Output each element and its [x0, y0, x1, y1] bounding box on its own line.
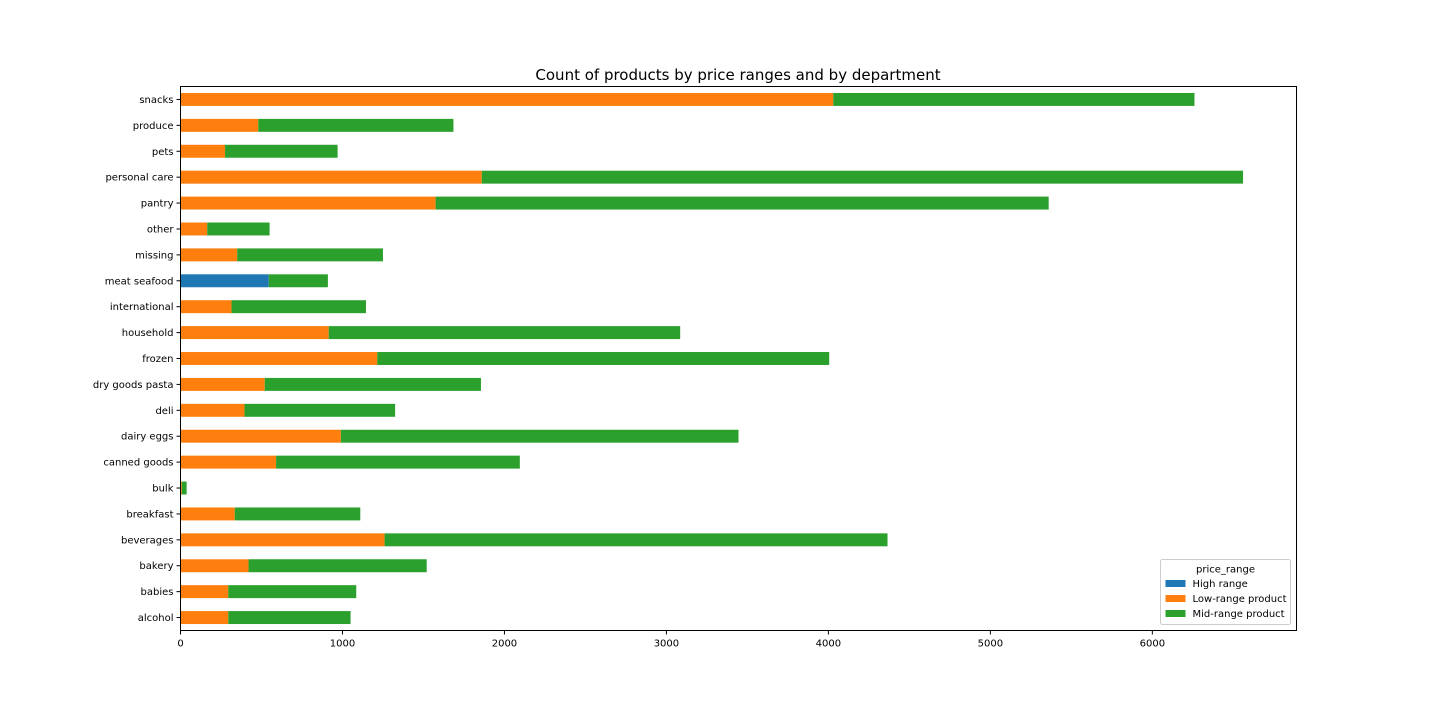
plot-frame [180, 86, 1297, 631]
bar-alcohol-low-range-product [180, 611, 229, 625]
bar-pets-low-range-product [180, 144, 226, 158]
y-tick-label: missing [135, 250, 173, 261]
legend-swatch [1165, 610, 1186, 617]
bar-babies-mid-range-product [228, 585, 357, 599]
y-tick-label: personal care [105, 173, 173, 184]
bar-international-mid-range-product [231, 300, 366, 314]
bar-meat-seafood-mid-range-product [268, 274, 328, 288]
bar-bakery-low-range-product [180, 559, 249, 573]
bar-produce-low-range-product [180, 118, 259, 132]
bar-household-low-range-product [180, 326, 329, 340]
legend: price_range High range Low-range product Mi… [1160, 559, 1291, 625]
legend-entry-label: Low-range product [1193, 594, 1287, 605]
x-tick-label: 3000 [654, 639, 679, 650]
bar-babies-low-range-product [180, 585, 229, 599]
legend-entry-label: High range [1193, 579, 1248, 590]
bar-dry-goods-pasta-mid-range-product [264, 377, 481, 391]
y-tick-label: pets [152, 147, 174, 158]
x-tick-label: 0 [177, 639, 183, 650]
bar-bulk-mid-range-product [181, 481, 187, 495]
legend-swatch [1165, 580, 1186, 587]
x-tick-label: 1000 [330, 639, 355, 650]
bar-dairy-eggs-mid-range-product [340, 429, 739, 443]
bar-bakery-mid-range-product [248, 559, 427, 573]
x-axis-ticks: 0 1000 2000 3000 4000 5000 6000 [177, 630, 1165, 650]
y-tick-label: other [147, 224, 175, 235]
bar-pantry-low-range-product [180, 196, 436, 210]
y-tick-label: produce [133, 121, 174, 132]
bar-frozen-low-range-product [180, 352, 378, 365]
bar-alcohol-mid-range-product [228, 611, 351, 625]
bar-bulk-low-range-product [180, 481, 182, 495]
y-tick-label: household [122, 328, 174, 339]
bar-personal-care-mid-range-product [481, 170, 1244, 184]
bar-other-low-range-product [180, 222, 208, 236]
bar-household-mid-range-product [328, 326, 681, 340]
bar-snacks-mid-range-product [833, 92, 1195, 106]
bar-beverages-mid-range-product [384, 533, 888, 547]
legend-title: price_range [1196, 565, 1255, 576]
bar-frozen-mid-range-product [377, 352, 830, 365]
bar-canned-goods-low-range-product [180, 455, 277, 469]
bar-beverages-low-range-product [180, 533, 385, 547]
bar-missing-low-range-product [180, 248, 238, 262]
bar-snacks-low-range-product [180, 92, 834, 106]
y-tick-label: dairy eggs [121, 432, 174, 443]
bar-produce-mid-range-product [258, 118, 454, 132]
x-tick-label: 4000 [816, 639, 841, 650]
y-tick-label: pantry [141, 199, 174, 210]
y-tick-label: meat seafood [105, 276, 174, 287]
y-axis-ticks: alcohol babies bakery beverages breakfast bul… [93, 95, 181, 624]
bar-canned-goods-mid-range-product [276, 455, 520, 469]
bar-deli-low-range-product [180, 403, 245, 417]
x-tick-label: 2000 [492, 639, 517, 650]
bar-missing-mid-range-product [237, 248, 383, 262]
y-tick-label: babies [141, 587, 174, 598]
x-tick-label: 5000 [978, 639, 1003, 650]
y-tick-label: beverages [121, 535, 174, 546]
y-tick-label: frozen [142, 354, 173, 365]
y-tick-label: breakfast [126, 509, 173, 520]
bar-dry-goods-pasta-low-range-product [180, 377, 265, 391]
x-tick-label: 6000 [1140, 639, 1165, 650]
bar-deli-mid-range-product [244, 403, 396, 417]
y-tick-label: alcohol [138, 613, 174, 624]
bar-personal-care-low-range-product [180, 170, 482, 184]
bar-dairy-eggs-low-range-product [180, 429, 341, 443]
bar-meat-seafood-high-range [180, 274, 269, 288]
y-tick-label: dry goods pasta [93, 380, 174, 391]
bar-other-mid-range-product [207, 222, 270, 236]
bar-pantry-mid-range-product [435, 196, 1049, 210]
y-tick-label: deli [155, 406, 173, 417]
y-tick-label: bulk [152, 484, 173, 495]
bar-breakfast-low-range-product [180, 507, 235, 521]
bars-layer [180, 92, 1244, 625]
y-tick-label: bakery [139, 561, 173, 572]
legend-entry-label: Mid-range product [1193, 609, 1285, 620]
bar-international-low-range-product [180, 300, 232, 314]
y-tick-label: snacks [139, 95, 173, 106]
legend-box [1160, 559, 1291, 625]
chart-title: Count of products by price ranges and by… [535, 66, 940, 84]
y-tick-label: canned goods [103, 458, 173, 469]
bar-pets-mid-range-product [225, 144, 338, 158]
y-tick-label: international [110, 302, 174, 313]
bar-breakfast-mid-range-product [234, 507, 361, 521]
legend-swatch [1165, 595, 1186, 602]
